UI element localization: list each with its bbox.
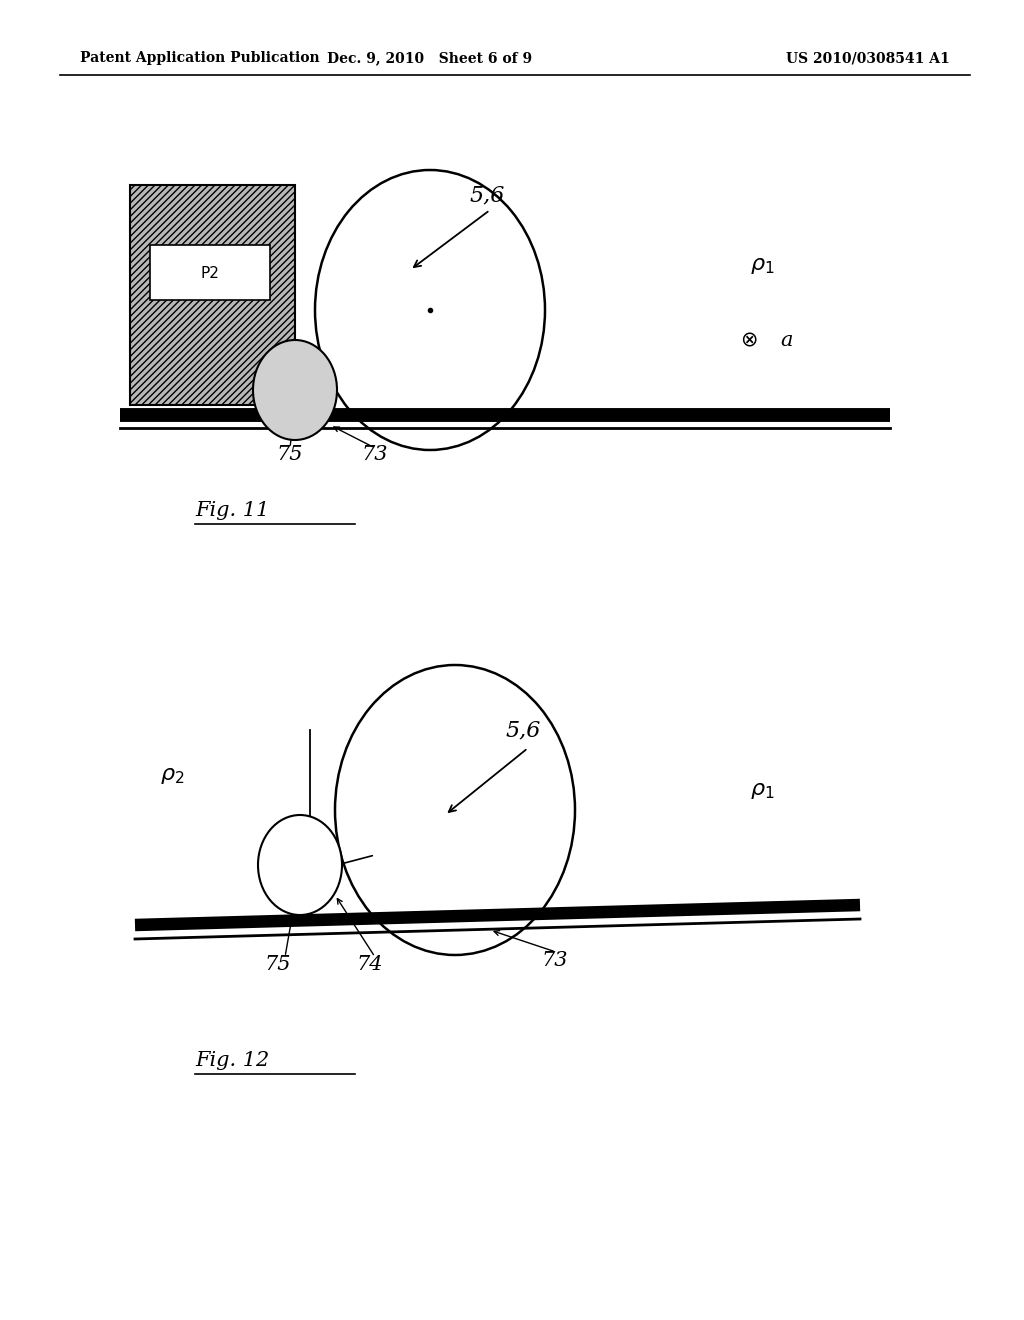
- Text: Patent Application Publication: Patent Application Publication: [80, 51, 319, 65]
- Text: 5,6: 5,6: [470, 183, 506, 206]
- Ellipse shape: [258, 814, 342, 915]
- Text: P2: P2: [201, 265, 219, 281]
- Text: 75: 75: [276, 446, 303, 465]
- Text: 75: 75: [265, 956, 291, 974]
- Text: 74: 74: [356, 956, 383, 974]
- Text: 5,6: 5,6: [505, 719, 541, 741]
- Text: 73: 73: [542, 950, 568, 969]
- Text: $\rho_1$: $\rho_1$: [750, 253, 774, 276]
- Ellipse shape: [253, 341, 337, 440]
- Text: $\otimes$: $\otimes$: [740, 330, 758, 350]
- Text: 73: 73: [361, 446, 388, 465]
- Bar: [130, 185, 295, 405]
- Text: $\rho_1$: $\rho_1$: [750, 779, 774, 801]
- Text: Dec. 9, 2010   Sheet 6 of 9: Dec. 9, 2010 Sheet 6 of 9: [328, 51, 532, 65]
- Text: $\rho_2$: $\rho_2$: [160, 764, 184, 785]
- Text: Fig. 11: Fig. 11: [195, 500, 269, 520]
- Text: a: a: [780, 330, 793, 350]
- Bar: [150, 246, 270, 300]
- Text: US 2010/0308541 A1: US 2010/0308541 A1: [786, 51, 950, 65]
- Text: Fig. 12: Fig. 12: [195, 1051, 269, 1069]
